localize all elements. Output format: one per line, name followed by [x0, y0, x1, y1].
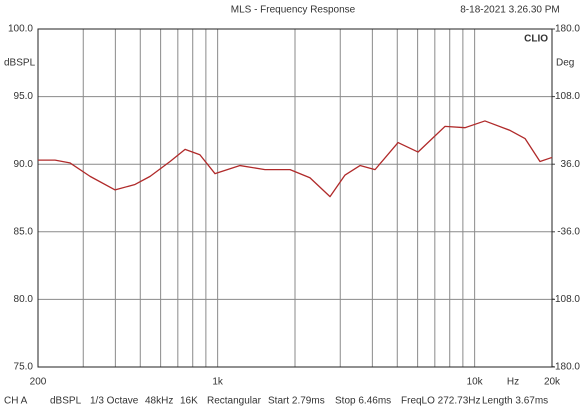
- y-tick-label: 85.0: [14, 226, 34, 237]
- y2-tick-label: -36.0: [557, 226, 580, 237]
- plot-frame: [37, 28, 553, 368]
- status-item: Stop 6.46ms: [335, 396, 391, 407]
- y-tick-label: 75.0: [14, 362, 34, 373]
- status-item: Start 2.79ms: [268, 396, 325, 407]
- y2-axis-label: Deg: [556, 58, 574, 69]
- status-item: 16K: [180, 396, 198, 407]
- brand: CLIO: [524, 34, 548, 45]
- status-item: Rectangular: [207, 396, 262, 407]
- y-tick-label: 90.0: [14, 159, 34, 170]
- status-item: dBSPL: [50, 396, 82, 407]
- y-tick-label: 80.0: [14, 294, 34, 305]
- y-tick-label: 95.0: [14, 91, 34, 102]
- y-axis-label: dBSPL: [4, 58, 36, 69]
- chart-title: MLS - Frequency Response: [231, 5, 356, 16]
- y2-tick-label: 36.0: [561, 159, 581, 170]
- y2-tick-label: 108.0: [555, 91, 580, 102]
- y2-tick-label: -180.0: [552, 362, 581, 373]
- timestamp: 8-18-2021 3.26.30 PM: [460, 5, 560, 16]
- x-tick-label: 200: [30, 377, 47, 388]
- y2-tick-label: 180.0: [555, 24, 580, 35]
- status-item: CH A: [4, 396, 28, 407]
- status-item: 48kHz: [145, 396, 173, 407]
- x-tick-label: 1k: [212, 377, 224, 388]
- x-tick-label: 10k: [467, 377, 484, 388]
- status-item: 1/3 Octave: [90, 396, 139, 407]
- response-line: [38, 120, 553, 198]
- status-item: FreqLO 272.73Hz: [401, 396, 481, 407]
- status-item: Length 3.67ms: [482, 396, 548, 407]
- y-tick-label: 100.0: [8, 24, 33, 35]
- x-unit-label: Hz: [507, 377, 519, 388]
- y2-tick-label: -108.0: [552, 294, 581, 305]
- x-tick-label: 20k: [544, 377, 561, 388]
